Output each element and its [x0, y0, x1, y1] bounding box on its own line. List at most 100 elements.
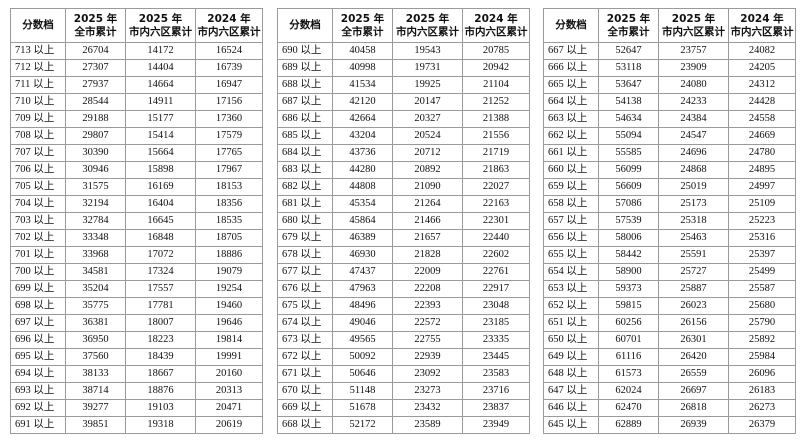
data-row: 647 以上 62024 26697 26183 — [543, 382, 796, 400]
score-cell: 675 以上 — [277, 297, 333, 315]
score-cell: 661 以上 — [543, 144, 599, 162]
score-table: 分数档 2025 年全市累计 2025 年市内六区累计 2024 年市内六区累计 690… — [277, 8, 530, 434]
data-row: 686 以上 42664 20327 21388 — [277, 110, 530, 128]
count-cell: 22163 — [462, 195, 530, 213]
count-cell: 17579 — [195, 127, 263, 145]
data-row: 697 以上 36381 18007 19646 — [10, 314, 263, 332]
data-row: 656 以上 58006 25463 25316 — [543, 229, 796, 247]
count-cell: 24384 — [658, 110, 729, 128]
count-cell: 23335 — [462, 331, 530, 349]
count-cell: 54634 — [598, 110, 659, 128]
header-line: 市内六区累计 — [396, 25, 459, 38]
data-row: 706 以上 30946 15898 17967 — [10, 161, 263, 179]
count-cell: 26156 — [658, 314, 729, 332]
count-cell: 28544 — [65, 93, 126, 111]
count-cell: 19991 — [195, 348, 263, 366]
score-cell: 689 以上 — [277, 59, 333, 77]
count-cell: 18439 — [125, 348, 196, 366]
score-cell: 678 以上 — [277, 246, 333, 264]
count-cell: 19103 — [125, 399, 196, 417]
count-cell: 18886 — [195, 246, 263, 264]
score-cell: 684 以上 — [277, 144, 333, 162]
header-cell: 2024 年市内六区累计 — [195, 8, 263, 43]
count-cell: 20313 — [195, 382, 263, 400]
score-cell: 665 以上 — [543, 76, 599, 94]
data-row: 649 以上 61116 26420 25984 — [543, 348, 796, 366]
count-cell: 25499 — [728, 263, 796, 281]
count-cell: 22208 — [392, 280, 463, 298]
score-cell: 707 以上 — [10, 144, 66, 162]
count-cell: 23445 — [462, 348, 530, 366]
data-row: 668 以上 52172 23589 23949 — [277, 416, 530, 434]
score-cell: 669 以上 — [277, 399, 333, 417]
header-line: 2024 年 — [207, 12, 251, 25]
header-line: 2024 年 — [474, 12, 518, 25]
data-row: 681 以上 45354 21264 22163 — [277, 195, 530, 213]
count-cell: 25318 — [658, 212, 729, 230]
count-cell: 55094 — [598, 127, 659, 145]
score-cell: 713 以上 — [10, 42, 66, 60]
count-cell: 33968 — [65, 246, 126, 264]
count-cell: 23092 — [392, 365, 463, 383]
count-cell: 33348 — [65, 229, 126, 247]
header-line: 全市累计 — [341, 25, 384, 38]
data-row: 696 以上 36950 18223 19814 — [10, 331, 263, 349]
score-cell: 687 以上 — [277, 93, 333, 111]
count-cell: 25680 — [728, 297, 796, 315]
count-cell: 17360 — [195, 110, 263, 128]
count-cell: 27937 — [65, 76, 126, 94]
header-cell: 2025 年全市累计 — [65, 8, 126, 43]
score-table: 分数档 2025 年全市累计 2025 年市内六区累计 2024 年市内六区累计 713… — [10, 8, 263, 434]
count-cell: 56609 — [598, 178, 659, 196]
header-line: 2025 年 — [340, 12, 385, 25]
count-cell: 20160 — [195, 365, 263, 383]
count-cell: 26704 — [65, 42, 126, 60]
header-line: 2025 年 — [606, 12, 651, 25]
score-cell: 688 以上 — [277, 76, 333, 94]
score-cell: 659 以上 — [543, 178, 599, 196]
count-cell: 20327 — [392, 110, 463, 128]
count-cell: 41534 — [332, 76, 393, 94]
count-cell: 22393 — [392, 297, 463, 315]
score-cell: 651 以上 — [543, 314, 599, 332]
count-cell: 20619 — [195, 416, 263, 434]
count-cell: 19731 — [392, 59, 463, 77]
data-row: 662 以上 55094 24547 24669 — [543, 127, 796, 145]
data-row: 690 以上 40458 19543 20785 — [277, 42, 530, 60]
data-row: 645 以上 62889 26939 26379 — [543, 416, 796, 434]
count-cell: 29188 — [65, 110, 126, 128]
data-row: 693 以上 38714 18876 20313 — [10, 382, 263, 400]
count-cell: 25223 — [728, 212, 796, 230]
count-cell: 26273 — [728, 399, 796, 417]
count-cell: 26096 — [728, 365, 796, 383]
count-cell: 24868 — [658, 161, 729, 179]
count-cell: 25892 — [728, 331, 796, 349]
count-cell: 21252 — [462, 93, 530, 111]
count-cell: 22572 — [392, 314, 463, 332]
count-cell: 35775 — [65, 297, 126, 315]
count-cell: 24696 — [658, 144, 729, 162]
score-cell: 660 以上 — [543, 161, 599, 179]
score-cell: 680 以上 — [277, 212, 333, 230]
count-cell: 35204 — [65, 280, 126, 298]
count-cell: 24895 — [728, 161, 796, 179]
data-row: 704 以上 32194 16404 18356 — [10, 195, 263, 213]
score-cell: 711 以上 — [10, 76, 66, 94]
count-cell: 24233 — [658, 93, 729, 111]
count-cell: 15664 — [125, 144, 196, 162]
data-row: 661 以上 55585 24696 24780 — [543, 144, 796, 162]
count-cell: 18667 — [125, 365, 196, 383]
score-cell: 709 以上 — [10, 110, 66, 128]
score-cell: 653 以上 — [543, 280, 599, 298]
count-cell: 39851 — [65, 416, 126, 434]
count-cell: 26301 — [658, 331, 729, 349]
data-row: 683 以上 44280 20892 21863 — [277, 161, 530, 179]
count-cell: 32194 — [65, 195, 126, 213]
count-cell: 53118 — [598, 59, 659, 77]
score-cell: 673 以上 — [277, 331, 333, 349]
count-cell: 56099 — [598, 161, 659, 179]
count-cell: 53647 — [598, 76, 659, 94]
count-cell: 25591 — [658, 246, 729, 264]
count-cell: 22027 — [462, 178, 530, 196]
score-cell: 710 以上 — [10, 93, 66, 111]
